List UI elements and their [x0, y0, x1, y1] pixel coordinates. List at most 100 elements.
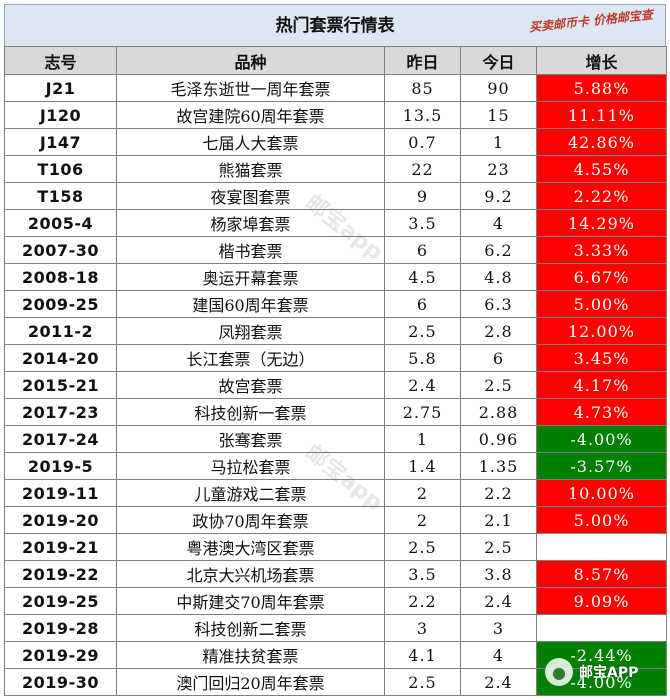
- cell-name: 澳门回归20周年套票: [116, 668, 385, 696]
- cell-yesterday: 2.5: [384, 533, 461, 561]
- table-row: J120 故宫建院60周年套票 13.5 15 11.11%: [4, 101, 667, 129]
- cell-today: 2.2: [460, 479, 537, 507]
- cell-name: 儿童游戏二套票: [116, 479, 385, 507]
- cell-yesterday: 4.5: [384, 263, 461, 291]
- cell-code: J147: [4, 128, 117, 156]
- table-row: T106 熊猫套票 22 23 4.55%: [4, 155, 667, 183]
- cell-name: 精准扶贫套票: [116, 641, 385, 669]
- cell-name: 马拉松套票: [116, 452, 385, 480]
- cell-name: 政协70周年套票: [116, 506, 385, 534]
- cell-growth: 5.88%: [536, 74, 667, 102]
- cell-growth: 6.67%: [536, 263, 667, 291]
- cell-yesterday: 1: [384, 425, 461, 453]
- title-row: 热门套票行情表 买卖邮币卡 价格邮宝查: [4, 4, 666, 46]
- cell-name: 北京大兴机场套票: [116, 560, 385, 588]
- table-row: 2019-11 儿童游戏二套票 2 2.2 10.00%: [4, 479, 667, 507]
- cell-name: 建国60周年套票: [116, 290, 385, 318]
- cell-growth: 8.57%: [536, 560, 667, 588]
- cell-yesterday: 2.2: [384, 587, 461, 615]
- cell-growth: 3.45%: [536, 344, 667, 372]
- cell-code: 2017-23: [4, 398, 117, 426]
- price-sheet: 热门套票行情表 买卖邮币卡 价格邮宝查 志号 品种 昨日 今日 增长 J21 毛泽…: [4, 4, 667, 696]
- cell-growth: 4.55%: [536, 155, 667, 183]
- cell-today: 90: [460, 74, 537, 102]
- cell-name: 奥运开幕套票: [116, 263, 385, 291]
- cell-code: J21: [4, 74, 117, 102]
- cell-yesterday: 1.4: [384, 452, 461, 480]
- cell-code: 2019-25: [4, 587, 117, 615]
- cell-today: 6.3: [460, 290, 537, 318]
- cell-yesterday: 6: [384, 290, 461, 318]
- cell-yesterday: 6: [384, 236, 461, 264]
- table-row: 2011-2 凤翔套票 2.5 2.8 12.00%: [4, 317, 667, 345]
- cell-today: 0.96: [460, 425, 537, 453]
- cell-name: 长江套票（无边）: [116, 344, 385, 372]
- cell-growth: 5.00%: [536, 290, 667, 318]
- table-row: J147 七届人大套票 0.7 1 42.86%: [4, 128, 667, 156]
- table-row: 2014-20 长江套票（无边） 5.8 6 3.45%: [4, 344, 667, 372]
- table-row: 2015-21 故宫套票 2.4 2.5 4.17%: [4, 371, 667, 399]
- cell-name: 故宫建院60周年套票: [116, 101, 385, 129]
- table-row: 2017-24 张骞套票 1 0.96 -4.00%: [4, 425, 667, 453]
- cell-name: 杨家埠套票: [116, 209, 385, 237]
- cell-code: 2019-11: [4, 479, 117, 507]
- cell-code: 2019-21: [4, 533, 117, 561]
- cell-today: 3.8: [460, 560, 537, 588]
- cell-yesterday: 2.75: [384, 398, 461, 426]
- table-row: 2017-23 科技创新一套票 2.75 2.88 4.73%: [4, 398, 667, 426]
- cell-today: 4: [460, 209, 537, 237]
- cell-growth: 10.00%: [536, 479, 667, 507]
- table-row: 2019-25 中斯建交70周年套票 2.2 2.4 9.09%: [4, 587, 667, 615]
- table-row: 2019-22 北京大兴机场套票 3.5 3.8 8.57%: [4, 560, 667, 588]
- cell-name: 故宫套票: [116, 371, 385, 399]
- cell-yesterday: 2: [384, 479, 461, 507]
- cell-growth: -3.57%: [536, 452, 667, 480]
- cell-today: 1: [460, 128, 537, 156]
- cell-growth: 3.33%: [536, 236, 667, 264]
- cell-name: 张骞套票: [116, 425, 385, 453]
- cell-yesterday: 2.5: [384, 317, 461, 345]
- cell-code: 2019-5: [4, 452, 117, 480]
- table-row: T158 夜宴图套票 9 9.2 2.22%: [4, 182, 667, 210]
- header-row: 志号 品种 昨日 今日 增长: [4, 46, 667, 75]
- cell-growth: 14.29%: [536, 209, 667, 237]
- column-header-name: 品种: [116, 46, 385, 75]
- cell-name: 科技创新二套票: [116, 614, 385, 642]
- table-row: 2005-4 杨家埠套票 3.5 4 14.29%: [4, 209, 667, 237]
- cell-growth: -4.00%: [536, 425, 667, 453]
- cell-yesterday: 0.7: [384, 128, 461, 156]
- cell-code: J120: [4, 101, 117, 129]
- table-row: 2019-20 政协70周年套票 2 2.1 5.00%: [4, 506, 667, 534]
- cell-yesterday: 2: [384, 506, 461, 534]
- cell-today: 1.35: [460, 452, 537, 480]
- cell-growth: 12.00%: [536, 317, 667, 345]
- cell-today: 4.8: [460, 263, 537, 291]
- cell-today: 2.8: [460, 317, 537, 345]
- cell-yesterday: 5.8: [384, 344, 461, 372]
- cell-growth: 4.17%: [536, 371, 667, 399]
- cell-yesterday: 2.5: [384, 668, 461, 696]
- cell-today: 6: [460, 344, 537, 372]
- cell-today: 3: [460, 614, 537, 642]
- cell-name: 楷书套票: [116, 236, 385, 264]
- table-row: 2019-28 科技创新二套票 3 3: [4, 614, 667, 642]
- cell-today: 2.5: [460, 533, 537, 561]
- cell-name: 熊猫套票: [116, 155, 385, 183]
- cell-name: 七届人大套票: [116, 128, 385, 156]
- column-header-code: 志号: [4, 46, 117, 75]
- cell-code: 2019-30: [4, 668, 117, 696]
- cell-code: 2011-2: [4, 317, 117, 345]
- cell-growth: 5.00%: [536, 506, 667, 534]
- cell-today: 2.5: [460, 371, 537, 399]
- cell-yesterday: 9: [384, 182, 461, 210]
- table-row: 2007-30 楷书套票 6 6.2 3.33%: [4, 236, 667, 264]
- cell-today: 23: [460, 155, 537, 183]
- column-header-growth: 增长: [536, 46, 667, 75]
- cell-name: 科技创新一套票: [116, 398, 385, 426]
- cell-code: 2019-29: [4, 641, 117, 669]
- cell-code: T158: [4, 182, 117, 210]
- cell-code: 2019-28: [4, 614, 117, 642]
- cell-code: 2017-24: [4, 425, 117, 453]
- cell-today: 2.1: [460, 506, 537, 534]
- cell-today: 2.4: [460, 587, 537, 615]
